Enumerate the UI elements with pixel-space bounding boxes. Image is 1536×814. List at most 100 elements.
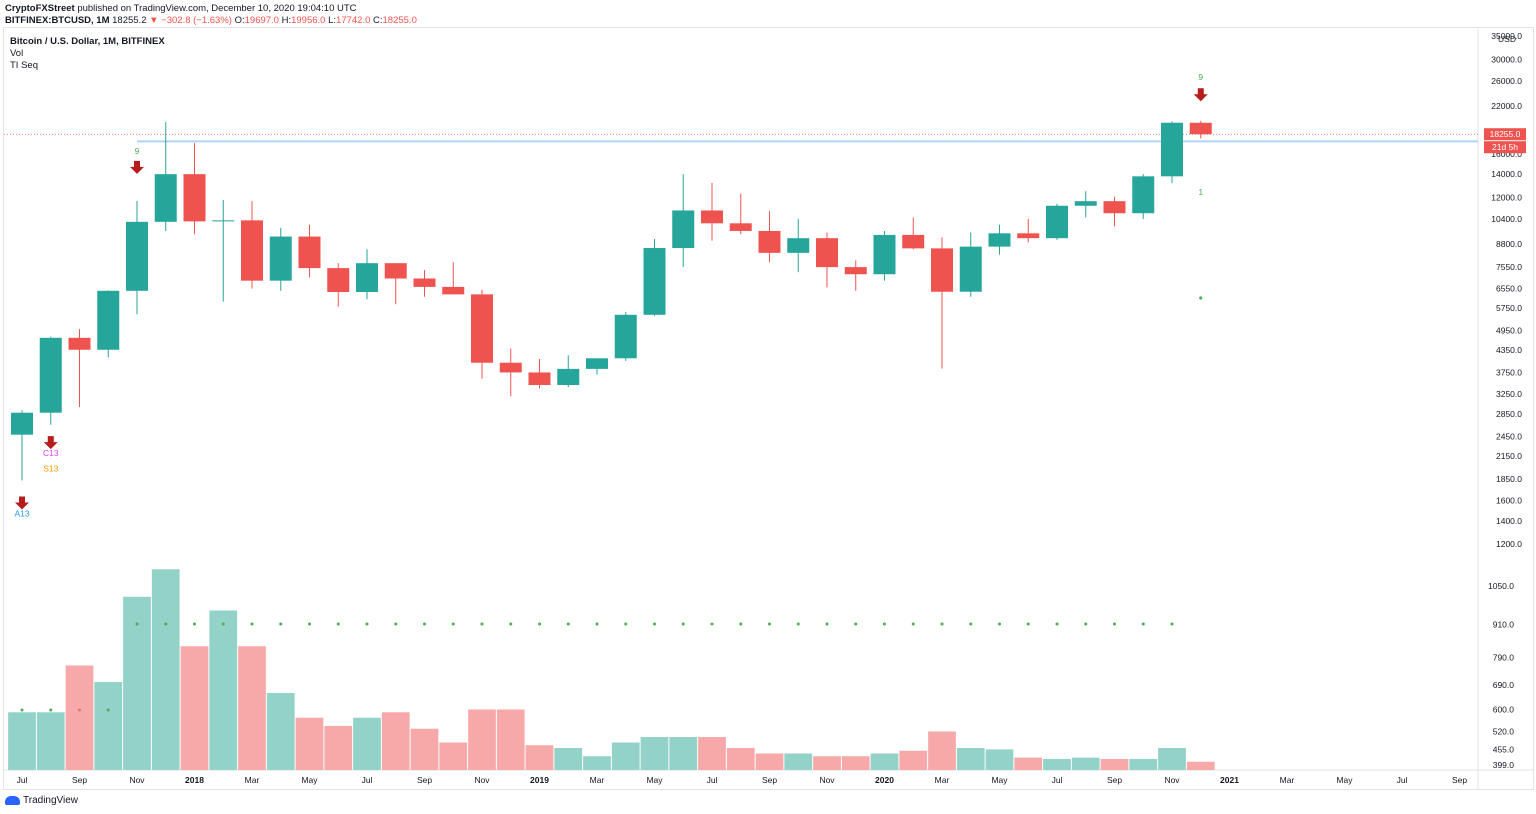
price-tick-label: 2850.0 [1496, 409, 1522, 419]
last-price: 18255.2 [112, 15, 147, 26]
currency-label: USD [1498, 34, 1516, 44]
time-tick-label: 2020 [875, 775, 894, 785]
seq-dot [710, 622, 714, 626]
volume-bar [36, 712, 65, 770]
time-tick-label: Sep [762, 775, 777, 785]
seq-dot [681, 622, 685, 626]
seq-dot [883, 622, 886, 626]
volume-bar [180, 646, 209, 770]
time-tick-label: Mar [245, 775, 260, 785]
ti-seq-indicator-label[interactable]: TI Seq [10, 60, 38, 71]
volume-bar [439, 742, 468, 770]
time-tick-label: May [1336, 775, 1353, 785]
volume-bar [123, 596, 151, 770]
price-tick-label: 1400.0 [1496, 516, 1522, 526]
volume-bar [985, 749, 1014, 770]
price-tick-label: 35000.0 [1491, 31, 1522, 41]
low-value: 17742.0 [336, 15, 371, 26]
seq-count-label: C13 [43, 448, 59, 458]
candle-body [39, 337, 62, 413]
volume-tick-label: 600.0 [1493, 705, 1515, 715]
seq-dot [768, 622, 771, 626]
seq-dot [940, 622, 944, 626]
time-tick-label: Jul [1397, 775, 1408, 785]
seq-dot [653, 622, 656, 626]
seq-dot [538, 622, 541, 626]
candle-body [499, 362, 522, 373]
seq-dot [1170, 622, 1174, 626]
volume-bar [468, 709, 496, 770]
volume-bar [813, 756, 841, 770]
volume-bar [698, 737, 726, 770]
price-tick-label: 3250.0 [1496, 389, 1522, 399]
seq-dot [911, 622, 915, 626]
price-tick-label: 14000.0 [1491, 169, 1522, 179]
open-label: O: [234, 15, 245, 26]
volume-bar [1129, 759, 1158, 770]
seq-dot [193, 622, 196, 626]
volume-bar [841, 756, 870, 770]
tradingview-logo[interactable]: TradingView [5, 795, 78, 806]
seq-dot [49, 708, 53, 712]
seq-dot [509, 622, 513, 626]
volume-bar [554, 748, 583, 770]
volume-bar [266, 693, 295, 770]
volume-bar [209, 610, 238, 770]
volume-bar [1014, 757, 1043, 770]
price-tick-label: 1200.0 [1496, 539, 1522, 549]
candle-body [1017, 233, 1040, 239]
volume-tick-label: 910.0 [1493, 619, 1515, 629]
candle-body [442, 286, 465, 295]
volume-bar [640, 737, 669, 770]
candle-body [154, 174, 177, 222]
seq-dot [451, 622, 455, 626]
seq-dot [279, 622, 283, 626]
volume-bar [928, 731, 956, 770]
candle-body [758, 230, 781, 253]
candle-body [959, 246, 982, 292]
volume-bar [381, 712, 410, 770]
volume-bar [899, 750, 928, 770]
seq-dot [308, 622, 311, 626]
seq-count-label: 9 [135, 146, 140, 156]
countdown-value: 21d 5h [1492, 142, 1518, 152]
volume-bar [8, 712, 36, 770]
price-tick-label: 30000.0 [1491, 54, 1522, 64]
price-tick-label: 22000.0 [1491, 101, 1522, 111]
seq-dot [969, 622, 973, 626]
seq-dot [480, 622, 484, 626]
volume-tick-label: 399.0 [1493, 760, 1515, 770]
seq-dot [106, 708, 110, 712]
seq-dot [998, 622, 1001, 626]
seq-dot [624, 622, 628, 626]
candle-body [269, 236, 292, 281]
time-tick-label: Mar [590, 775, 605, 785]
candle-body [298, 236, 321, 269]
candle-body [212, 220, 235, 222]
symbol-label[interactable]: BITFINEX:BTCUSD, 1M [5, 15, 110, 26]
volume-bar [410, 728, 439, 770]
cloud-icon [5, 796, 20, 805]
time-tick-label: 2019 [530, 775, 549, 785]
candle-body [816, 238, 838, 268]
volume-bar [496, 709, 525, 770]
candle-body [241, 220, 263, 281]
volume-bar [583, 756, 611, 770]
time-tick-label: Nov [474, 775, 490, 785]
seq-count-label: 1 [1198, 187, 1203, 197]
time-tick-label: Mar [1280, 775, 1295, 785]
volume-bar [1100, 759, 1129, 770]
close-value: 18255.0 [382, 15, 417, 26]
volume-indicator-label[interactable]: Vol [10, 48, 24, 59]
candle-body [643, 248, 666, 315]
candle-body [1161, 122, 1183, 177]
publisher-name[interactable]: CryptoFXStreet [5, 3, 75, 14]
seq-dot [164, 622, 168, 626]
volume-bar [784, 753, 813, 770]
seq-dot [1055, 622, 1059, 626]
low-label: L: [328, 15, 337, 26]
series-title[interactable]: Bitcoin / U.S. Dollar, 1M, BITFINEX [10, 36, 165, 47]
candle-body [873, 234, 896, 275]
time-tick-label: Sep [72, 775, 87, 785]
